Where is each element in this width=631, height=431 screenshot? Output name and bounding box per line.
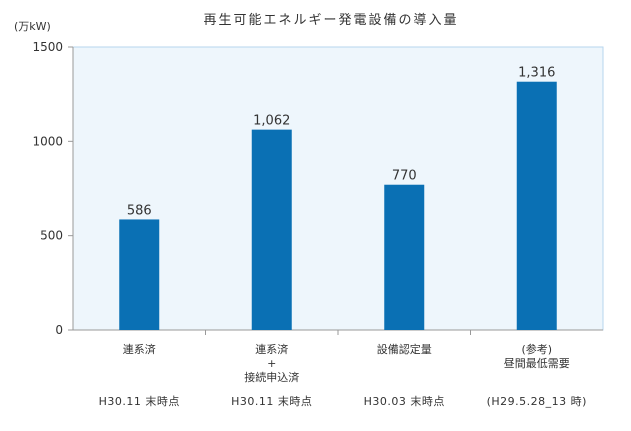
- x-category-label: 連系済: [123, 342, 156, 356]
- plot-background: [72, 46, 604, 331]
- bar-value-label: 1,062: [253, 114, 290, 129]
- x-category-label: 連系済: [255, 342, 288, 356]
- x-category-date: H30.03 末時点: [364, 394, 445, 408]
- x-category-label: 設備認定量: [377, 342, 432, 356]
- y-tick-label: 1500: [32, 40, 63, 54]
- bar: [384, 184, 425, 330]
- x-category-label: +: [267, 357, 276, 370]
- x-category-date: (H29.5.28_13 時): [487, 395, 587, 408]
- x-category-date: H30.11 末時点: [231, 394, 312, 408]
- y-tick-label: 0: [55, 323, 63, 337]
- chart-title: 再生可能エネルギー発電設備の導入量: [203, 12, 458, 28]
- x-category-label: 昼間最低需要: [504, 357, 570, 370]
- bar: [516, 81, 557, 331]
- y-tick-label: 500: [40, 229, 63, 243]
- y-axis-unit-label: (万kW): [14, 20, 51, 33]
- y-tick-label: 1000: [32, 134, 63, 148]
- bar-value-label: 770: [392, 169, 417, 184]
- bar-value-label: 586: [127, 203, 152, 218]
- bar-value-label: 1,316: [518, 66, 555, 81]
- bar: [251, 129, 292, 330]
- x-category-label: (参考): [521, 342, 552, 356]
- x-category-label: 接続申込済: [244, 370, 299, 384]
- x-category-date: H30.11 末時点: [99, 394, 180, 408]
- bar: [119, 219, 160, 330]
